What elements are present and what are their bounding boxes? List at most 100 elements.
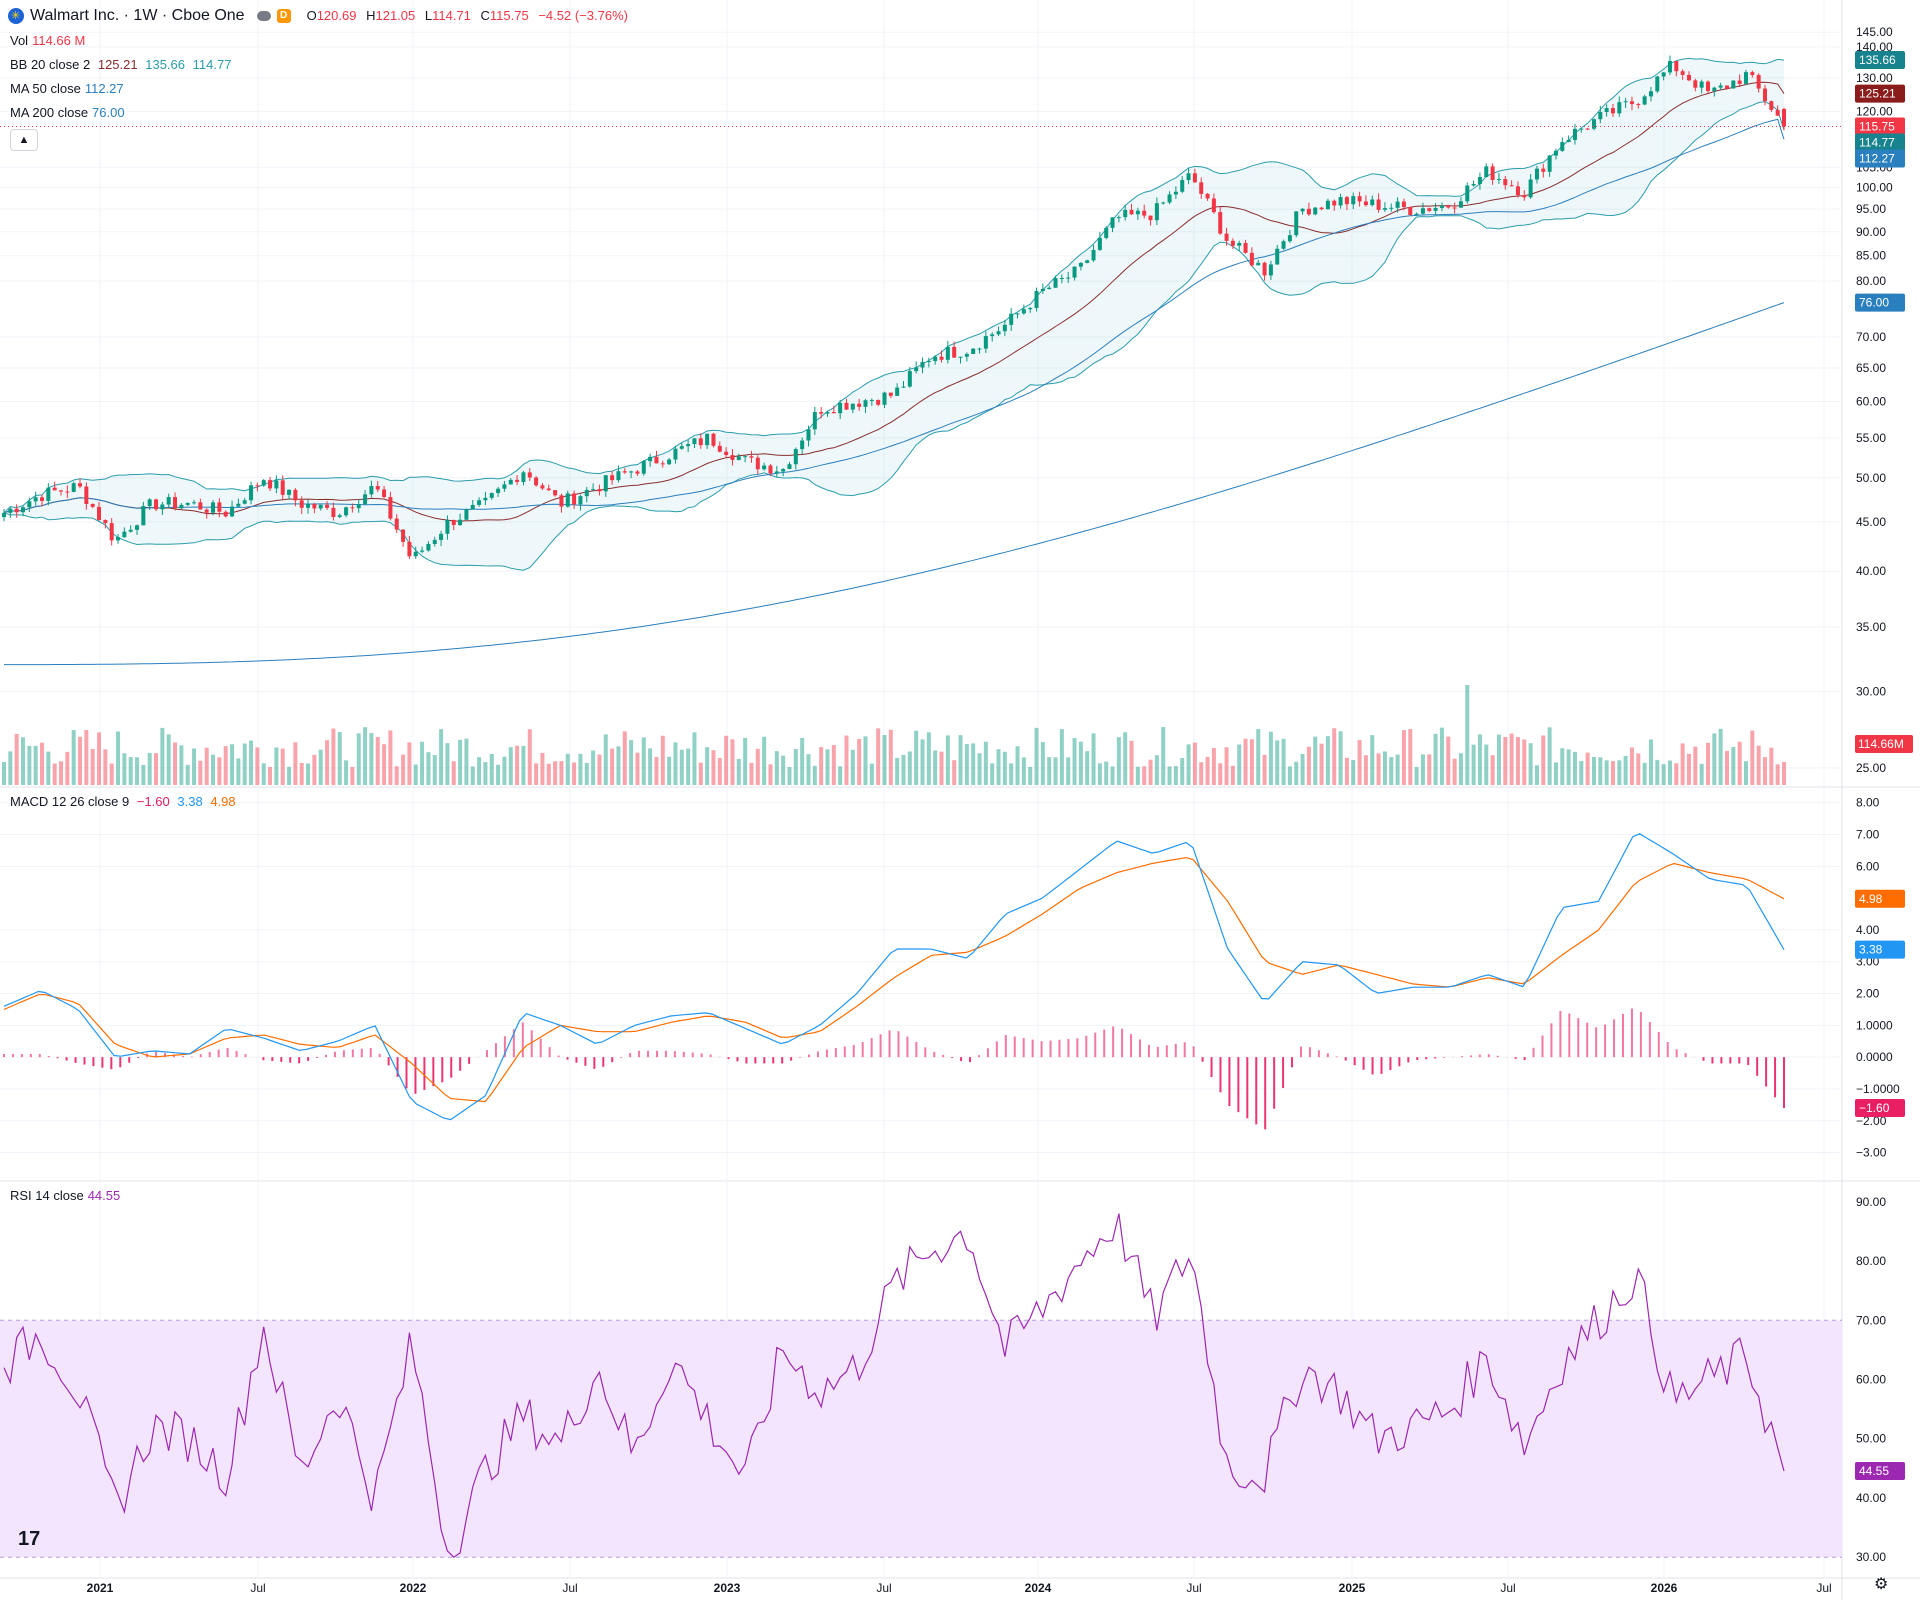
volume-bar <box>882 735 887 785</box>
candle-body <box>1680 71 1685 75</box>
volume-bar <box>591 750 596 785</box>
volume-bar <box>230 744 235 785</box>
volume-bar <box>1585 752 1590 785</box>
volume-bar <box>1705 742 1710 785</box>
volume-bar <box>1142 766 1147 785</box>
candle-body <box>1775 109 1780 116</box>
candle-body <box>1560 142 1565 151</box>
macd-axis-label: 8.00 <box>1856 796 1880 810</box>
volume-bar <box>1509 733 1514 785</box>
volume-bar <box>1693 746 1698 785</box>
volume-bar <box>527 729 532 785</box>
symbol-title[interactable]: Walmart Inc. · 1W · Cboe One <box>30 7 245 24</box>
volume-bar <box>375 736 380 785</box>
volume-bar <box>1186 744 1191 785</box>
rsi-band <box>0 1320 1842 1558</box>
volume-bar <box>844 735 849 785</box>
price-axis-label: 145.00 <box>1856 25 1893 39</box>
volume-bar <box>369 733 374 785</box>
candle-body <box>1782 108 1786 127</box>
volume-bar <box>477 757 482 785</box>
candle-body <box>1591 119 1596 129</box>
candle-body <box>819 412 824 414</box>
candle-body <box>40 497 45 501</box>
legend-ma200[interactable]: MA 200 close 76.00 <box>10 105 125 120</box>
tag-macd-hist-bg <box>1855 1099 1905 1118</box>
volume-bar <box>1173 766 1178 785</box>
volume-bar <box>584 762 589 785</box>
time-axis-label: Jul <box>1500 1581 1515 1595</box>
legend-rsi[interactable]: RSI 14 close 44.55 <box>10 1188 121 1203</box>
volume-bar <box>1629 747 1634 785</box>
legend-bollinger[interactable]: BB 20 close 2 125.21 135.66 114.77 <box>10 57 232 72</box>
candle-body <box>584 489 589 497</box>
rsi-axis-label: 50.00 <box>1856 1432 1886 1446</box>
candle-body <box>350 507 355 509</box>
volume-bar <box>382 744 387 785</box>
volume-bar <box>515 745 520 785</box>
candle-body <box>299 500 304 508</box>
volume-bar <box>109 763 114 785</box>
legend-ma50[interactable]: MA 50 close 112.27 <box>10 81 124 96</box>
volume-bar <box>705 747 710 785</box>
tag-volume: 114.66M <box>1858 737 1904 751</box>
candle-body <box>698 438 703 446</box>
volume-bar <box>1591 756 1596 785</box>
tag-bb-lower-bg <box>1855 133 1905 152</box>
candle-body <box>356 504 361 509</box>
macd-axis-label: −3.00 <box>1856 1146 1887 1160</box>
candle-body <box>743 456 748 458</box>
volume-bar <box>952 760 957 785</box>
volume-bar <box>1148 759 1153 785</box>
volume-bar <box>1737 741 1742 785</box>
volume-bar <box>1515 737 1520 785</box>
candle-body <box>1154 203 1159 221</box>
candle-body <box>280 480 285 495</box>
candle-body <box>388 497 393 519</box>
rsi-axis-label: 30.00 <box>1856 1550 1886 1564</box>
candle-body <box>1699 81 1704 88</box>
volume-bar <box>1762 757 1767 785</box>
candle-body <box>559 495 564 507</box>
legend-macd[interactable]: MACD 12 26 close 9 −1.60 3.38 4.98 <box>10 794 236 809</box>
volume-bar <box>1566 749 1571 785</box>
volume-bar <box>838 766 843 785</box>
candle-body <box>394 518 399 530</box>
volume-bar <box>1547 727 1552 785</box>
candle-body <box>1674 61 1679 72</box>
candle-body <box>116 537 121 541</box>
macd-axis-label: −1.0000 <box>1856 1082 1900 1096</box>
candle-body <box>907 371 912 387</box>
volume-bar <box>1731 746 1736 785</box>
candle-body <box>863 400 868 407</box>
macd-axis-label: 7.00 <box>1856 828 1880 842</box>
volume-bar <box>1338 731 1343 785</box>
candle-body <box>926 361 931 363</box>
dividend-badge[interactable]: D <box>276 9 291 23</box>
volume-bar <box>831 745 836 785</box>
volume-bar <box>160 727 165 785</box>
tradingview-logo-icon[interactable]: 17 <box>18 1528 41 1550</box>
volume-bar <box>1439 727 1444 785</box>
tag-last-price: 115.75 <box>1859 119 1895 133</box>
volume-bar <box>1237 744 1242 785</box>
candle-body <box>1148 215 1153 221</box>
candle-body <box>179 504 184 509</box>
volume-bar <box>1452 758 1457 785</box>
volume-bar <box>1249 739 1254 785</box>
volume-bar <box>1389 757 1394 785</box>
eye-toggle-icon[interactable] <box>256 11 271 21</box>
chevron-up-icon[interactable]: ▲ <box>10 129 38 151</box>
volume-bar <box>819 747 824 785</box>
candle-body <box>401 529 406 542</box>
candle-body <box>21 507 26 513</box>
volume-bar <box>318 749 323 785</box>
candle-body <box>147 499 152 507</box>
gear-icon[interactable]: ⚙ <box>1874 1576 1889 1593</box>
legend-volume[interactable]: Vol 114.66 M <box>10 33 86 48</box>
volume-bar <box>793 748 798 785</box>
candle-body <box>318 504 323 509</box>
candle-body <box>749 456 754 458</box>
candle-body <box>496 488 501 494</box>
